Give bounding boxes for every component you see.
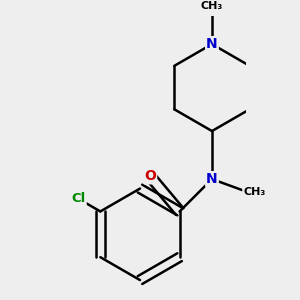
Text: CH₃: CH₃ xyxy=(243,188,266,197)
Text: N: N xyxy=(206,37,218,51)
Text: N: N xyxy=(206,172,218,186)
Text: CH₃: CH₃ xyxy=(201,1,223,11)
Text: Cl: Cl xyxy=(71,192,86,206)
Text: O: O xyxy=(144,169,156,183)
